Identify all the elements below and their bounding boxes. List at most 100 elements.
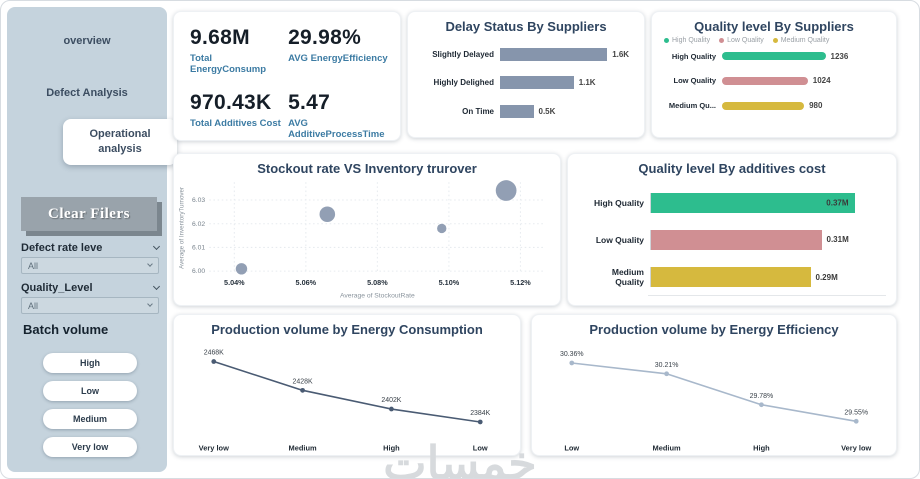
y-tick-label: 6.00 xyxy=(192,268,205,275)
sidebar: overview Defect Analysis Operational ana… xyxy=(7,7,177,472)
kpi-avg-additive-process-time: 5.47 AVG AdditiveProcessTime xyxy=(288,91,394,140)
y-axis-label: Average of InventoryTurnover xyxy=(178,187,185,269)
scatter-point[interactable] xyxy=(319,206,336,223)
legend-label: Medium Quality xyxy=(780,37,830,44)
bar[interactable] xyxy=(651,229,822,250)
legend-item[interactable]: High Quality xyxy=(664,37,710,44)
bar[interactable] xyxy=(500,47,608,61)
y-tick-label: 6.02 xyxy=(192,221,205,228)
point-value-label: 29.78% xyxy=(750,393,774,400)
line-point[interactable] xyxy=(389,406,394,412)
bar-value-label: 1236 xyxy=(830,51,849,61)
line-point[interactable] xyxy=(477,419,483,425)
kpi-total-additives-cost: 970.43K Total Additives Cost xyxy=(190,91,288,140)
bar-value-label: 0.5K xyxy=(538,107,556,117)
bar[interactable] xyxy=(651,267,811,288)
bar-row: High Quality 0.37M xyxy=(582,192,882,213)
kpi-grid: 9.68M Total EnergyConsump 29.98% AVG Ene… xyxy=(174,12,400,140)
legend-label: High Quality xyxy=(672,37,711,44)
scatter-point[interactable] xyxy=(495,180,517,201)
quality-by-additives-title: Quality level By additives cost xyxy=(638,161,826,176)
scatter-point[interactable] xyxy=(437,223,447,234)
filter-quality-level[interactable]: Quality_Level xyxy=(21,282,161,294)
chevron-down-icon xyxy=(152,282,161,291)
clear-filters-button[interactable]: Clear Filers xyxy=(21,197,157,231)
bar-value-label: 0.37M xyxy=(826,198,849,208)
y-tick-label: 6.03 xyxy=(192,197,205,204)
bar-track: 980 xyxy=(722,101,856,110)
bar-track: 1.1K xyxy=(500,76,634,90)
bar-row: High Quality 1236 xyxy=(664,52,856,61)
filter-defect-rate-level-label: Defect rate leve xyxy=(21,242,103,254)
delay-status-card: Delay Status By Suppliers Slightly Delay… xyxy=(407,11,645,138)
quality-by-suppliers-chart: High Quality Low Quality Medium Quality Hig… xyxy=(652,34,896,124)
sidebar-item-defect-analysis[interactable]: Defect Analysis xyxy=(46,87,128,99)
bar-rows: High Quality 1236 Low Quality 1024 Medium Qu… xyxy=(652,44,896,124)
line-point[interactable] xyxy=(569,360,575,366)
x-tick-label: 5.08% xyxy=(367,278,388,287)
line-point[interactable] xyxy=(664,371,669,377)
legend-item[interactable]: Medium Quality xyxy=(772,37,830,44)
batch-volume-very-low-button[interactable]: Very low xyxy=(43,437,137,457)
chevron-down-icon xyxy=(152,242,161,251)
bar[interactable] xyxy=(500,76,574,90)
kpi-card: 9.68M Total EnergyConsump 29.98% AVG Ene… xyxy=(173,11,401,141)
bar-track: 0.31M xyxy=(650,229,882,250)
kpi-label: Total EnergyConsump xyxy=(190,53,267,75)
kpi-label: AVG AdditiveProcessTime xyxy=(288,118,385,140)
sidebar-item-operational-analysis[interactable]: Operational analysis xyxy=(63,119,177,165)
bar-track: 1.6K xyxy=(500,47,634,61)
bar-value-label: 980 xyxy=(809,101,823,111)
kpi-label: AVG EnergyEfficiency xyxy=(288,53,388,64)
point-value-label: 29.55% xyxy=(844,409,868,416)
bar[interactable] xyxy=(500,105,534,119)
legend-dot-icon xyxy=(772,38,778,43)
bar-value-label: 1.1K xyxy=(578,78,596,88)
production-efficiency-chart: 30.36% Low 30.21% Medium 29.78% High 29.55% Ver… xyxy=(532,337,896,458)
legend-dot-icon xyxy=(664,38,669,43)
line-point[interactable] xyxy=(300,387,305,393)
bar[interactable] xyxy=(722,76,808,85)
production-efficiency-card: Production volume by Energy Efficiency 3… xyxy=(531,314,897,456)
bar-value-label: 0.31M xyxy=(826,235,849,245)
bar-value-label: 1.6K xyxy=(612,49,630,59)
batch-volume-medium-button[interactable]: Medium xyxy=(43,409,137,429)
scatter-plot: 6.00 6.01 6.02 6.03 5.04% 5.06% 5.08% 5.10% 5.12… xyxy=(178,180,546,299)
quality-by-additives-card: Quality level By additives cost High Qua… xyxy=(567,153,897,306)
bar[interactable]: 0.37M xyxy=(651,192,855,213)
stockout-scatter-title: Stockout rate VS Inventory trurover xyxy=(257,161,477,176)
bar-track: 0.37M xyxy=(650,192,882,213)
production-consumption-card: Production volume by Energy Consumption … xyxy=(173,314,521,456)
kpi-value: 5.47 xyxy=(288,91,331,114)
delay-status-chart: Slightly Delayed 1.6K Highly Delighed 1.1K O… xyxy=(408,40,644,126)
production-consumption-title: Production volume by Energy Consumption xyxy=(211,322,483,337)
line-point[interactable] xyxy=(759,402,764,408)
line-point[interactable] xyxy=(853,418,859,424)
bar-row: Highly Delighed 1.1K xyxy=(418,76,634,90)
line-point[interactable] xyxy=(211,359,217,364)
legend-item[interactable]: Low Quality xyxy=(719,37,764,44)
quality-by-additives-chart: High Quality 0.37M Low Quality 0.31M Medium … xyxy=(568,184,896,296)
batch-volume-low-button[interactable]: Low xyxy=(43,381,137,401)
x-category-label: High xyxy=(753,443,770,452)
batch-volume-high-button[interactable]: High xyxy=(43,353,137,373)
line-plot: 30.36% Low 30.21% Medium 29.78% High 29.55% Ver… xyxy=(560,351,872,452)
bar-track: 0.29M xyxy=(650,267,882,288)
bar[interactable] xyxy=(722,52,826,61)
filter-defect-rate-level-select[interactable]: All xyxy=(21,257,159,274)
x-category-label: Medium xyxy=(653,443,681,452)
kpi-label: Total Additives Cost xyxy=(190,118,281,129)
stockout-scatter-chart: 6.00 6.01 6.02 6.03 5.04% 5.06% 5.08% 5.10% 5.12… xyxy=(174,176,560,309)
x-category-label: Very low xyxy=(841,443,871,452)
point-value-label: 2402K xyxy=(381,397,401,404)
filter-quality-level-select[interactable]: All xyxy=(21,297,159,314)
bar-row: On Time 0.5K xyxy=(418,105,634,119)
bar[interactable] xyxy=(722,101,805,110)
sidebar-item-overview[interactable]: overview xyxy=(63,35,111,47)
x-category-label: Low xyxy=(473,443,488,452)
chevron-down-icon xyxy=(147,261,153,267)
scatter-point[interactable] xyxy=(235,263,248,275)
filter-quality-level-label: Quality_Level xyxy=(21,282,93,294)
kpi-value: 970.43K xyxy=(190,91,272,114)
filter-defect-rate-level[interactable]: Defect rate leve xyxy=(21,242,161,254)
